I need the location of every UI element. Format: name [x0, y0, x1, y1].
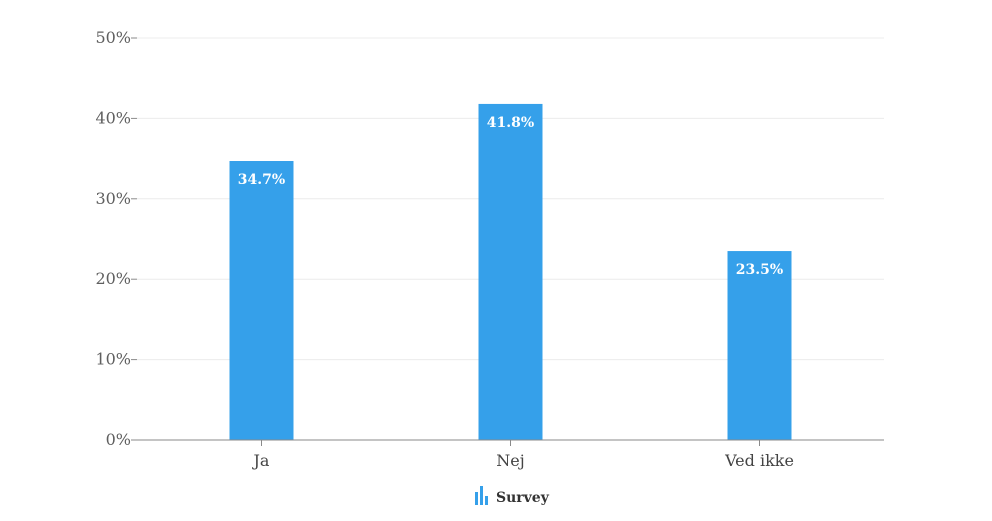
legend-label: Survey [496, 490, 550, 506]
x-axis-labels: Ja Nej Ved ikke [252, 440, 794, 470]
x-tick-label: Ved ikke [724, 451, 794, 470]
legend[interactable]: Survey [475, 486, 550, 506]
y-tick-label: 50% [95, 28, 131, 47]
bars [229, 103, 792, 440]
y-tick-label: 30% [95, 189, 131, 208]
y-tick-label: 20% [95, 269, 131, 288]
bar-ja[interactable] [229, 161, 294, 440]
x-tick-label: Ja [252, 451, 270, 470]
bar-nej[interactable] [478, 103, 543, 440]
bar-chart-icon [475, 486, 488, 505]
data-label: 34.7% [238, 172, 285, 188]
y-tick-label: 0% [106, 430, 131, 449]
bar-ved-ikke[interactable] [727, 251, 792, 440]
data-labels: 34.7% 41.8% 23.5% [238, 115, 783, 278]
y-tick-label: 10% [95, 350, 131, 369]
data-label: 41.8% [487, 115, 534, 131]
y-axis-ticks: 0% 10% 20% 30% 40% 50% [95, 28, 137, 449]
y-tick-label: 40% [95, 108, 131, 127]
x-tick-label: Nej [496, 451, 524, 470]
data-label: 23.5% [736, 262, 783, 278]
